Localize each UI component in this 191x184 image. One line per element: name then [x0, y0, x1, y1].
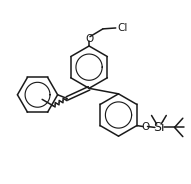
Text: O: O [85, 34, 93, 44]
Text: Si: Si [153, 121, 165, 134]
Text: O: O [141, 121, 149, 132]
Text: Cl: Cl [118, 23, 128, 33]
